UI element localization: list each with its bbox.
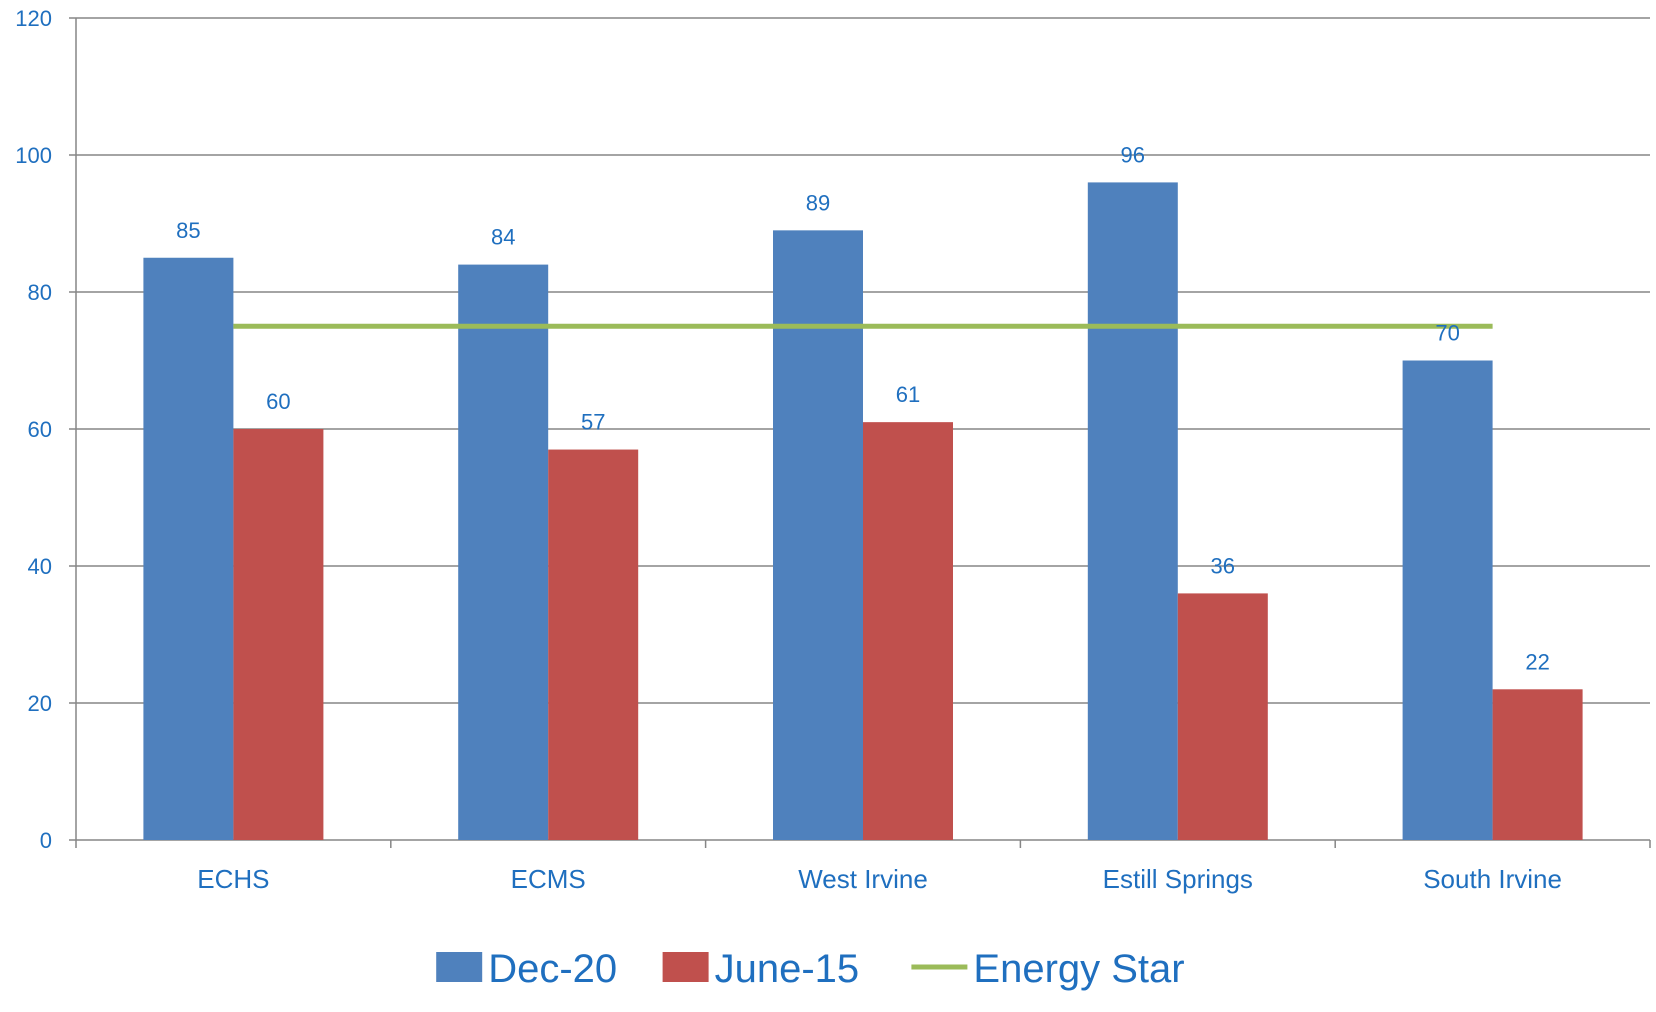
x-axis-tick-labels: ECHS ECMS West Irvine Estill Springs South I…: [197, 864, 1562, 894]
bar-dec-20: [1402, 360, 1493, 840]
x-tick-label: West Irvine: [798, 864, 928, 894]
bars: [143, 182, 1583, 841]
y-tick-label: 0: [40, 828, 52, 853]
x-tick-label: South Irvine: [1423, 864, 1562, 894]
legend-swatch: [662, 952, 709, 982]
legend-swatch: [436, 952, 483, 982]
legend-item-energy-star: Energy Star: [911, 947, 1185, 991]
y-tick-label: 40: [28, 554, 52, 579]
bar-june-15: [1177, 593, 1268, 840]
x-tick-label: ECHS: [197, 864, 269, 894]
y-axis-tick-labels: 0 20 40 60 80 100 120: [15, 6, 52, 853]
bar-june-15: [863, 422, 953, 840]
y-tick-label: 80: [28, 280, 52, 305]
bar-dec-20: [773, 230, 863, 841]
data-label: 89: [806, 190, 830, 215]
legend-label: Energy Star: [973, 947, 1184, 991]
data-label: 60: [266, 389, 290, 414]
data-label: 84: [491, 225, 515, 250]
legend: Dec-20 June-15 Energy Star: [436, 947, 1185, 991]
bar-june-15: [1492, 689, 1583, 840]
x-tick-label: Estill Springs: [1103, 864, 1253, 894]
data-label: 85: [176, 218, 200, 243]
y-tick-label: 20: [28, 691, 52, 716]
bar-dec-20: [143, 257, 234, 840]
data-label: 70: [1435, 321, 1459, 346]
bar-dec-20: [458, 264, 549, 841]
data-labels: 85 60 84 57 89 61 96 36 70 22: [176, 142, 1550, 674]
x-tick-label: ECMS: [511, 864, 586, 894]
bar-june-15: [233, 429, 324, 840]
bar-dec-20: [1087, 182, 1178, 840]
data-label: 22: [1525, 649, 1549, 674]
legend-item-dec-20: Dec-20: [436, 947, 617, 991]
data-label: 57: [581, 410, 605, 435]
legend-item-june-15: June-15: [662, 947, 860, 991]
bar-june-15: [548, 449, 639, 840]
legend-label: June-15: [715, 947, 860, 991]
data-label: 96: [1121, 142, 1145, 167]
y-tick-label: 100: [15, 143, 52, 168]
data-label: 61: [896, 382, 920, 407]
legend-label: Dec-20: [488, 947, 617, 991]
data-label: 36: [1211, 553, 1235, 578]
y-tick-label: 60: [28, 417, 52, 442]
y-tick-label: 120: [15, 6, 52, 31]
